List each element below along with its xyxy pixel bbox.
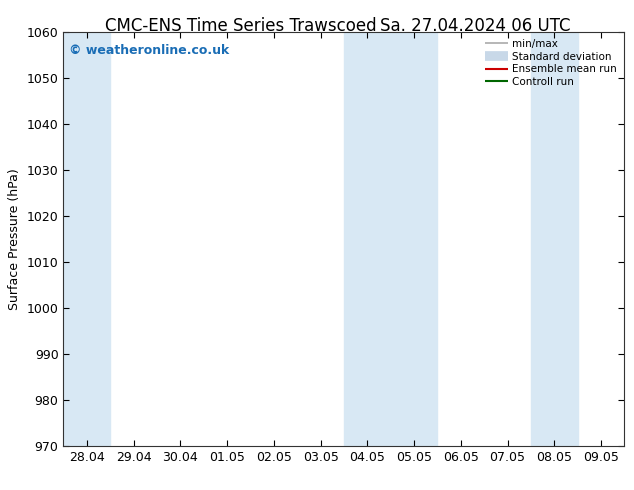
Bar xyxy=(344,32,437,446)
Bar xyxy=(531,32,578,446)
Y-axis label: Surface Pressure (hPa): Surface Pressure (hPa) xyxy=(8,168,21,310)
Bar xyxy=(63,32,110,446)
Text: Sa. 27.04.2024 06 UTC: Sa. 27.04.2024 06 UTC xyxy=(380,17,571,35)
Text: © weatheronline.co.uk: © weatheronline.co.uk xyxy=(69,44,230,57)
Legend: min/max, Standard deviation, Ensemble mean run, Controll run: min/max, Standard deviation, Ensemble me… xyxy=(483,37,619,89)
Text: CMC-ENS Time Series Trawscoed: CMC-ENS Time Series Trawscoed xyxy=(105,17,377,35)
